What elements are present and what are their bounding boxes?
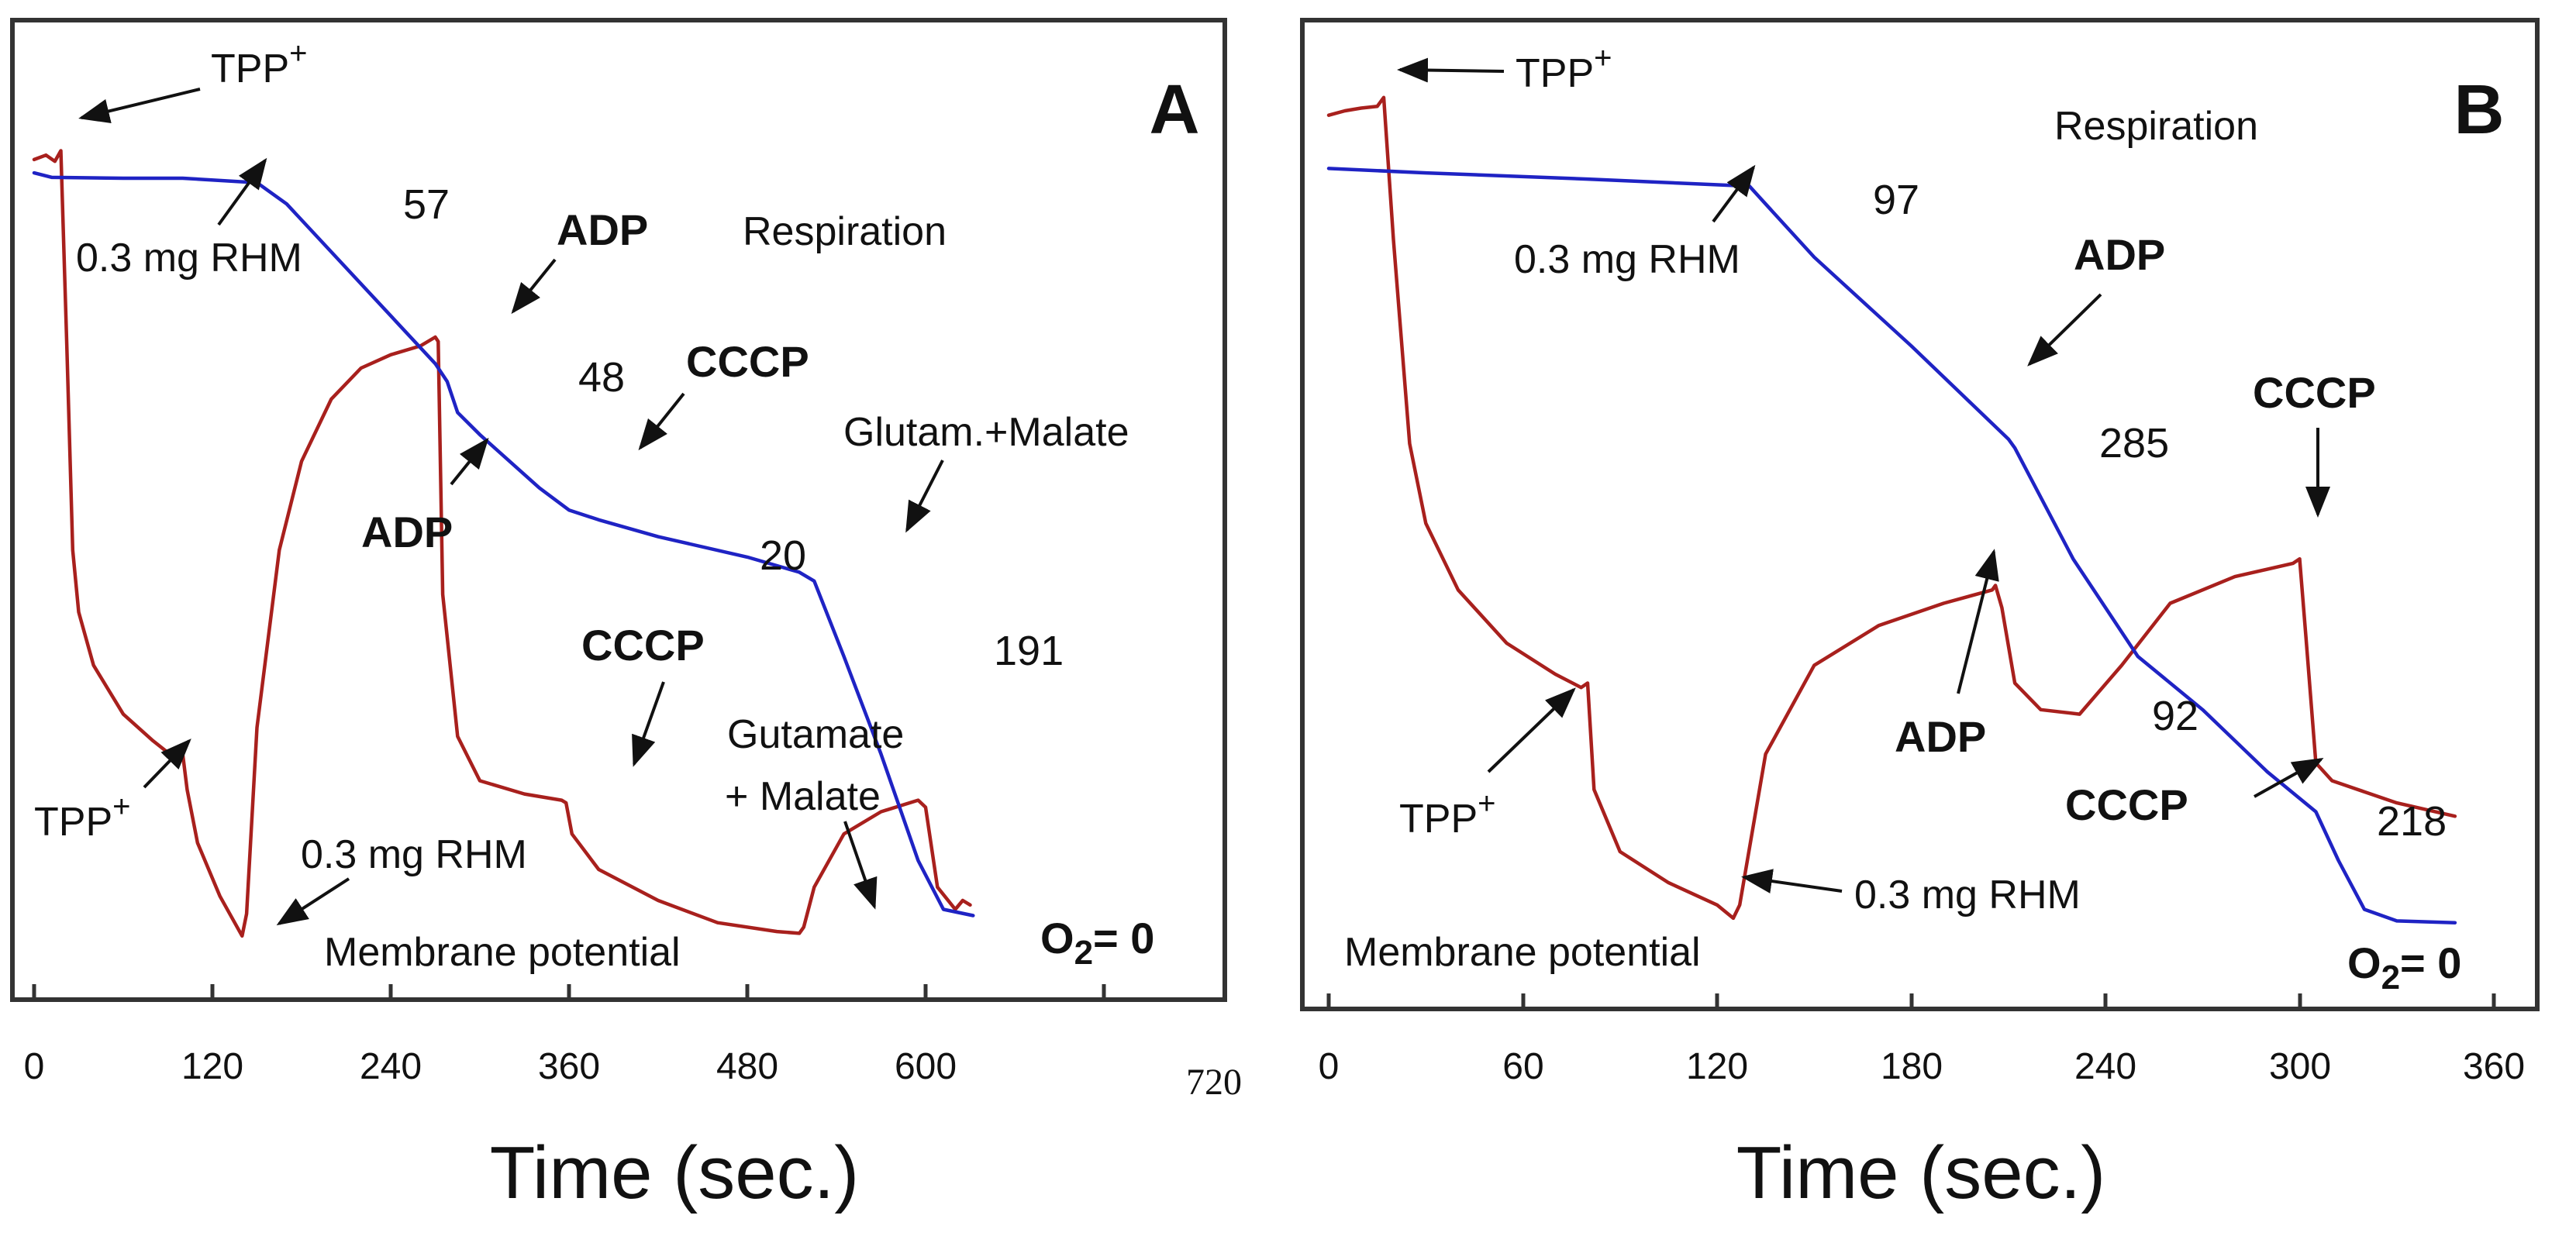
panel-a-membrane-potential-trace xyxy=(32,149,972,938)
panel-a-cccp-low-label: CCCP xyxy=(581,621,705,670)
o2-subscript: 2 xyxy=(2381,959,2400,997)
panel-b-tpp-low-label: TPP+ xyxy=(1399,787,1496,842)
panel-b-arrow-adp-top xyxy=(2027,293,2102,367)
panel-a-arrow-cccp-low xyxy=(632,681,665,767)
panel-a-tpp-top-label: TPP+ xyxy=(211,36,308,91)
panel-a-arrow-adp-top xyxy=(511,258,557,315)
panel-b-arrow-cccp-low xyxy=(2254,758,2324,798)
panel-a-x-ticks xyxy=(32,984,1106,1000)
panel-b-arrow-adp-low xyxy=(1957,549,1999,694)
panel-b-rhm-low-label: 0.3 mg RHM xyxy=(1854,873,2081,918)
panel-b-cccp-top-label: CCCP xyxy=(2253,368,2376,417)
panel-b-tpp-top-label: TPP+ xyxy=(1516,41,1612,96)
panel-b-tick-label: 360 xyxy=(2463,1046,2525,1087)
panel-b-frame xyxy=(1300,18,2540,1011)
panel-a-arrow-cccp-top xyxy=(638,392,685,451)
tpp-superscript: + xyxy=(289,36,307,71)
panel-a-rate-20: 20 xyxy=(760,532,806,579)
panel-a-arrow-tpp-top xyxy=(78,88,201,124)
panel-a-plus-malate-label: + Malate xyxy=(725,774,881,819)
panel-b-tick-label: 180 xyxy=(1881,1046,1943,1087)
panel-a-tick-label: 120 xyxy=(181,1046,243,1087)
panel-b-respiration-label: Respiration xyxy=(2054,104,2258,149)
panel-a-label: A xyxy=(1150,71,1200,149)
panel-b-cccp-low-label: CCCP xyxy=(2065,780,2188,829)
panel-a-rate-191: 191 xyxy=(994,628,1064,674)
panel-a-x-axis-label: Time (sec.) xyxy=(490,1131,859,1214)
panel-a-adp-top-label: ADP xyxy=(557,205,648,254)
panel-a-respiration-trace xyxy=(32,170,975,918)
panel-a-adp-low-label: ADP xyxy=(361,508,453,556)
panel-a-arrow-gutamate-low xyxy=(843,821,878,910)
panel-a-cccp-top-label: CCCP xyxy=(686,337,809,386)
o2-suffix: = 0 xyxy=(2400,938,2461,987)
panel-b-adp-top-label: ADP xyxy=(2074,230,2165,279)
panel-a-glutam-malate-label: Glutam.+Malate xyxy=(843,410,1129,455)
o2-text: O xyxy=(2347,938,2381,987)
tpp-text: TPP xyxy=(1516,51,1594,96)
panel-a-tick-label: 480 xyxy=(716,1046,778,1087)
tpp-text: TPP xyxy=(34,800,112,845)
panel-b-tick-label: 240 xyxy=(2074,1046,2136,1087)
panel-b-rate-97: 97 xyxy=(1873,177,1919,223)
panel-a-respiration-label: Respiration xyxy=(743,209,947,254)
tpp-text: TPP xyxy=(211,46,289,91)
panel-a-tick-label: 0 xyxy=(24,1046,45,1087)
panel-b: 0 60 120 180 240 300 360 Time (sec.) B T… xyxy=(1300,18,2540,1214)
panel-b-rate-92: 92 xyxy=(2152,693,2198,739)
panel-a-arrow-adp-low xyxy=(450,437,489,486)
panel-a-o2-zero-label: O2= 0 xyxy=(1040,914,1154,972)
panel-a-arrow-tpp-low xyxy=(143,739,191,789)
panel-b-membrane-potential-trace xyxy=(1326,95,2457,921)
panel-a-rhm-top-label: 0.3 mg RHM xyxy=(76,236,302,281)
panel-a-membrane-potential-label: Membrane potential xyxy=(324,930,681,975)
tpp-text: TPP xyxy=(1399,797,1478,842)
panel-b-arrow-rhm-low xyxy=(1741,869,1843,893)
tpp-superscript: + xyxy=(1478,787,1495,821)
panel-a-rate-57: 57 xyxy=(403,181,450,228)
panel-b-respiration-trace xyxy=(1326,167,2457,924)
o2-suffix: = 0 xyxy=(1093,914,1154,962)
panel-a-rate-48: 48 xyxy=(578,354,625,401)
panel-a-tpp-low-label: TPP+ xyxy=(34,790,131,845)
panel-a-tick-label: 360 xyxy=(538,1046,600,1087)
panel-a-rhm-low-label: 0.3 mg RHM xyxy=(301,832,527,877)
panel-b-x-tick-labels: 0 60 120 180 240 300 360 xyxy=(1319,1046,2525,1087)
tpp-superscript: + xyxy=(1594,41,1612,75)
panel-a-frame xyxy=(10,18,1227,1002)
panel-b-rhm-top-label: 0.3 mg RHM xyxy=(1514,237,1740,282)
panel-a-tick-label: 600 xyxy=(895,1046,957,1087)
o2-text: O xyxy=(1040,914,1074,962)
panel-b-arrow-tpp-low xyxy=(1487,687,1576,773)
panel-a-arrow-rhm-low xyxy=(276,877,350,926)
o2-subscript: 2 xyxy=(1074,934,1093,972)
panel-b-rate-285: 285 xyxy=(2099,420,2169,467)
panel-b-arrow-rhm-top xyxy=(1712,164,1756,223)
panel-b-arrow-tpp-top xyxy=(1397,57,1505,83)
panel-b-o2-zero-label: O2= 0 xyxy=(2347,938,2461,997)
panel-b-x-ticks xyxy=(1326,993,2496,1009)
panel-a: 0 120 240 360 480 600 720 Time (sec.) A … xyxy=(10,18,1242,1214)
panel-b-tick-label: 300 xyxy=(2269,1046,2331,1087)
panel-b-tick-label: 0 xyxy=(1319,1046,1340,1087)
panel-b-tick-label: 60 xyxy=(1502,1046,1543,1087)
panel-a-gutamate-label: Gutamate xyxy=(727,712,904,757)
panel-b-membrane-potential-label: Membrane potential xyxy=(1344,930,1701,975)
panel-a-tick-label-edge: 720 xyxy=(1186,1062,1242,1103)
panel-b-adp-low-label: ADP xyxy=(1895,712,1986,761)
panel-b-rate-218: 218 xyxy=(2377,798,2447,845)
panel-b-label: B xyxy=(2454,71,2505,149)
panel-a-arrow-glutam-malate-top xyxy=(905,460,944,533)
panel-a-tick-label: 240 xyxy=(360,1046,422,1087)
panel-a-arrow-rhm-top xyxy=(217,157,267,226)
panel-b-tick-label: 120 xyxy=(1686,1046,1748,1087)
panel-a-x-tick-labels: 0 120 240 360 480 600 720 xyxy=(24,1046,1242,1103)
panel-b-x-axis-label: Time (sec.) xyxy=(1736,1131,2105,1214)
tpp-superscript: + xyxy=(112,790,130,824)
